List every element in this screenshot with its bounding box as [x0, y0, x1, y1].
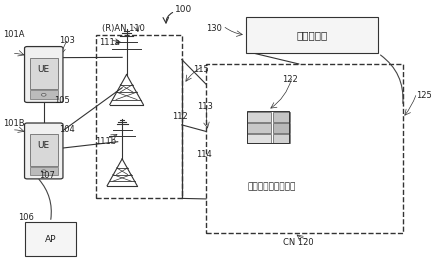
FancyBboxPatch shape — [24, 123, 63, 179]
Text: 111a: 111a — [99, 38, 120, 47]
Bar — [273, 112, 291, 122]
Bar — [246, 16, 378, 54]
Bar — [206, 64, 403, 233]
Text: 112: 112 — [172, 112, 188, 121]
Circle shape — [42, 94, 46, 96]
Bar — [247, 112, 271, 122]
Text: 125: 125 — [416, 91, 431, 100]
Bar — [30, 134, 58, 166]
Circle shape — [42, 170, 46, 173]
Text: 101A: 101A — [3, 30, 24, 39]
Text: 115: 115 — [193, 65, 209, 74]
Text: 114: 114 — [196, 151, 212, 160]
Bar — [25, 222, 76, 257]
Text: 105: 105 — [54, 96, 70, 105]
Text: UE: UE — [38, 65, 50, 74]
Bar — [273, 123, 291, 132]
Text: 104: 104 — [59, 125, 75, 134]
Text: AP: AP — [45, 235, 56, 244]
Text: 130: 130 — [206, 24, 222, 33]
Text: (R)AN 110: (R)AN 110 — [102, 24, 145, 33]
Bar — [273, 134, 291, 143]
Text: 101B: 101B — [3, 119, 24, 128]
Text: 106: 106 — [18, 213, 34, 222]
Bar — [247, 123, 271, 132]
Bar — [96, 35, 182, 198]
Text: 111b: 111b — [95, 137, 117, 146]
Text: 107: 107 — [39, 171, 55, 180]
Text: 103: 103 — [59, 36, 75, 45]
FancyBboxPatch shape — [24, 47, 63, 103]
Text: CN 120: CN 120 — [284, 238, 314, 247]
Text: 122: 122 — [283, 75, 298, 84]
Bar — [30, 90, 58, 99]
Text: 一个或多个网络元件: 一个或多个网络元件 — [248, 182, 296, 191]
Bar — [30, 167, 58, 175]
Bar — [247, 134, 271, 143]
Bar — [247, 111, 289, 143]
Text: 113: 113 — [197, 102, 213, 111]
Text: 应用服务器: 应用服务器 — [296, 30, 328, 40]
Text: 100: 100 — [175, 5, 192, 14]
Bar — [30, 58, 58, 89]
Text: UE: UE — [38, 141, 50, 150]
